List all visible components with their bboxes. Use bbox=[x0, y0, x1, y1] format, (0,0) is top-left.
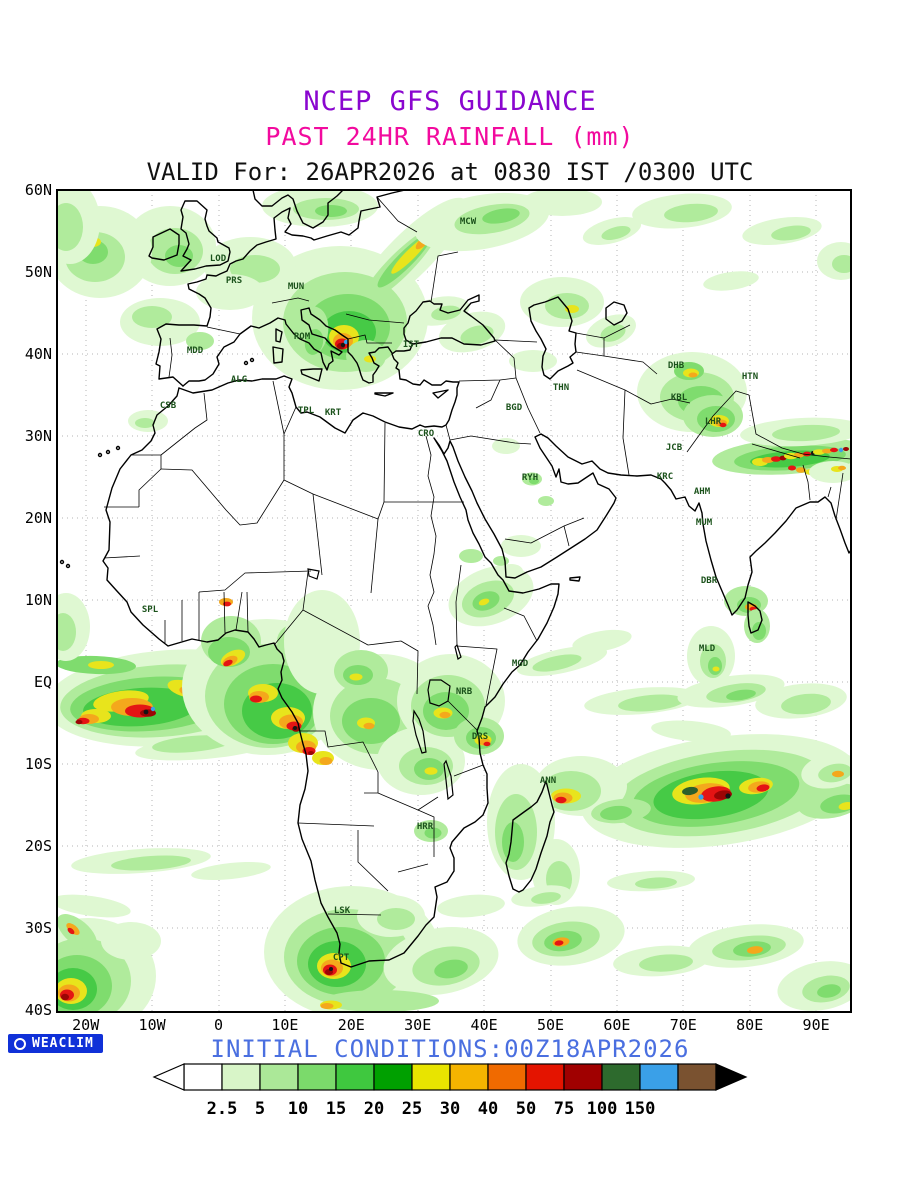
lake-turkana bbox=[454, 643, 462, 660]
colorbar-tick-label: 10 bbox=[288, 1099, 308, 1119]
y-tick-40S: 40S bbox=[24, 1001, 52, 1019]
colorbar-tick-label: 2.5 bbox=[207, 1099, 238, 1119]
rainfall-layer bbox=[57, 190, 851, 1012]
x-tick-50E: 50E bbox=[536, 1016, 565, 1034]
x-tick-0: 0 bbox=[213, 1016, 224, 1034]
x-tick-60E: 60E bbox=[603, 1016, 631, 1034]
colorbar-box bbox=[449, 1063, 489, 1091]
cyprus bbox=[432, 389, 449, 399]
weaclim-badge: WEACLIM bbox=[8, 1034, 103, 1053]
colorbar-box bbox=[487, 1063, 527, 1091]
socotra bbox=[569, 576, 581, 582]
colorbar-box bbox=[221, 1063, 261, 1091]
x-tick-70E: 70E bbox=[669, 1016, 697, 1034]
great-britain bbox=[180, 200, 231, 272]
y-tick-10S: 10S bbox=[24, 755, 52, 773]
colorbar-box bbox=[601, 1063, 641, 1091]
colorbar-box bbox=[373, 1063, 413, 1091]
map-frame bbox=[56, 189, 852, 1013]
colorbar-arrow-right bbox=[715, 1063, 748, 1091]
valid-time-line: VALID For: 26APR2026 at 0830 IST /0300 U… bbox=[146, 158, 754, 186]
x-tick-40E: 40E bbox=[470, 1016, 498, 1034]
sardinia bbox=[272, 346, 284, 364]
colorbar-tick-label: 30 bbox=[440, 1099, 460, 1119]
sicily bbox=[300, 368, 323, 382]
y-tick-40N: 40N bbox=[24, 345, 52, 363]
black-sea bbox=[403, 294, 496, 346]
atlantic-europe-coast bbox=[155, 190, 406, 387]
colorbar-tick-label: 25 bbox=[402, 1099, 422, 1119]
borders-layer bbox=[103, 196, 851, 916]
weaclim-logo-icon bbox=[14, 1037, 26, 1050]
colorbar-tick-label: 100 bbox=[587, 1099, 618, 1119]
chart-title: NCEP GFS GUIDANCE bbox=[303, 86, 597, 117]
colorbar-box bbox=[563, 1063, 603, 1091]
caspian-sea bbox=[528, 296, 577, 380]
x-tick-30E: 30E bbox=[404, 1016, 432, 1034]
x-tick-20W: 20W bbox=[72, 1016, 100, 1034]
y-tick-20N: 20N bbox=[24, 509, 52, 527]
madagascar bbox=[505, 780, 555, 893]
x-tick-20E: 20E bbox=[337, 1016, 365, 1034]
crete bbox=[374, 392, 394, 397]
lake-victoria bbox=[427, 679, 451, 707]
colorbar-tick-label: 5 bbox=[255, 1099, 265, 1119]
chart-subtitle: PAST 24HR RAINFALL (mm) bbox=[265, 122, 635, 151]
colorbar-arrow-left bbox=[152, 1063, 185, 1091]
colorbar-tick-label: 40 bbox=[478, 1099, 498, 1119]
colorbar-tick-label: 15 bbox=[326, 1099, 346, 1119]
lake-chad bbox=[307, 568, 320, 580]
y-tick-20S: 20S bbox=[24, 837, 52, 855]
y-tick-30S: 30S bbox=[24, 919, 52, 937]
weaclim-label: WEACLIM bbox=[32, 1036, 94, 1051]
colorbar-tick-label: 150 bbox=[625, 1099, 656, 1119]
europe-mediterranean-coast bbox=[182, 307, 393, 387]
coastlines-layer bbox=[59, 190, 851, 968]
colorbar-tick-label: 20 bbox=[364, 1099, 384, 1119]
y-tick-30N: 30N bbox=[24, 427, 52, 445]
x-tick-10E: 10E bbox=[271, 1016, 299, 1034]
y-tick-10N: 10N bbox=[24, 591, 52, 609]
colorbar-box bbox=[259, 1063, 299, 1091]
colorbar-box bbox=[411, 1063, 451, 1091]
corsica bbox=[275, 328, 283, 343]
initial-conditions: INITIAL CONDITIONS:00Z18APR2026 bbox=[210, 1035, 690, 1063]
colorbar: 2.5 5 10 15 20 25 30 40 50 75 100 150 bbox=[152, 1063, 748, 1119]
lake-malawi bbox=[443, 759, 454, 801]
aral-sea bbox=[605, 301, 628, 326]
y-tick-50N: 50N bbox=[24, 263, 52, 281]
colorbar-box bbox=[335, 1063, 375, 1091]
colorbar-box bbox=[677, 1063, 717, 1091]
colorbar-box bbox=[297, 1063, 337, 1091]
colorbar-box bbox=[183, 1063, 223, 1091]
y-axis: 60N 50N 40N 30N 20N 10N EQ 10S 20S 30S 40S bbox=[0, 0, 52, 1030]
colorbar-box bbox=[525, 1063, 565, 1091]
map-canvas bbox=[56, 189, 852, 1013]
africa-arabia-asia-coast bbox=[102, 387, 851, 968]
colorbar-box bbox=[639, 1063, 679, 1091]
y-tick-EQ: EQ bbox=[33, 673, 52, 691]
lake-tanganyika bbox=[412, 709, 427, 754]
x-axis: 20W 10W 0 10E 20E 30E 40E 50E 60E 70E 80E 90E bbox=[0, 1016, 900, 1036]
y-tick-60N: 60N bbox=[24, 181, 52, 199]
lakes-layer bbox=[307, 568, 462, 801]
x-tick-90E: 90E bbox=[802, 1016, 830, 1034]
x-tick-80E: 80E bbox=[736, 1016, 764, 1034]
ireland bbox=[148, 228, 180, 261]
colorbar-tick-label: 50 bbox=[516, 1099, 536, 1119]
colorbar-tick-label: 75 bbox=[554, 1099, 574, 1119]
scandinavia-coast bbox=[252, 190, 344, 229]
mediterranean-south-coast bbox=[178, 344, 460, 434]
x-tick-10W: 10W bbox=[138, 1016, 166, 1034]
sri-lanka bbox=[747, 601, 763, 634]
